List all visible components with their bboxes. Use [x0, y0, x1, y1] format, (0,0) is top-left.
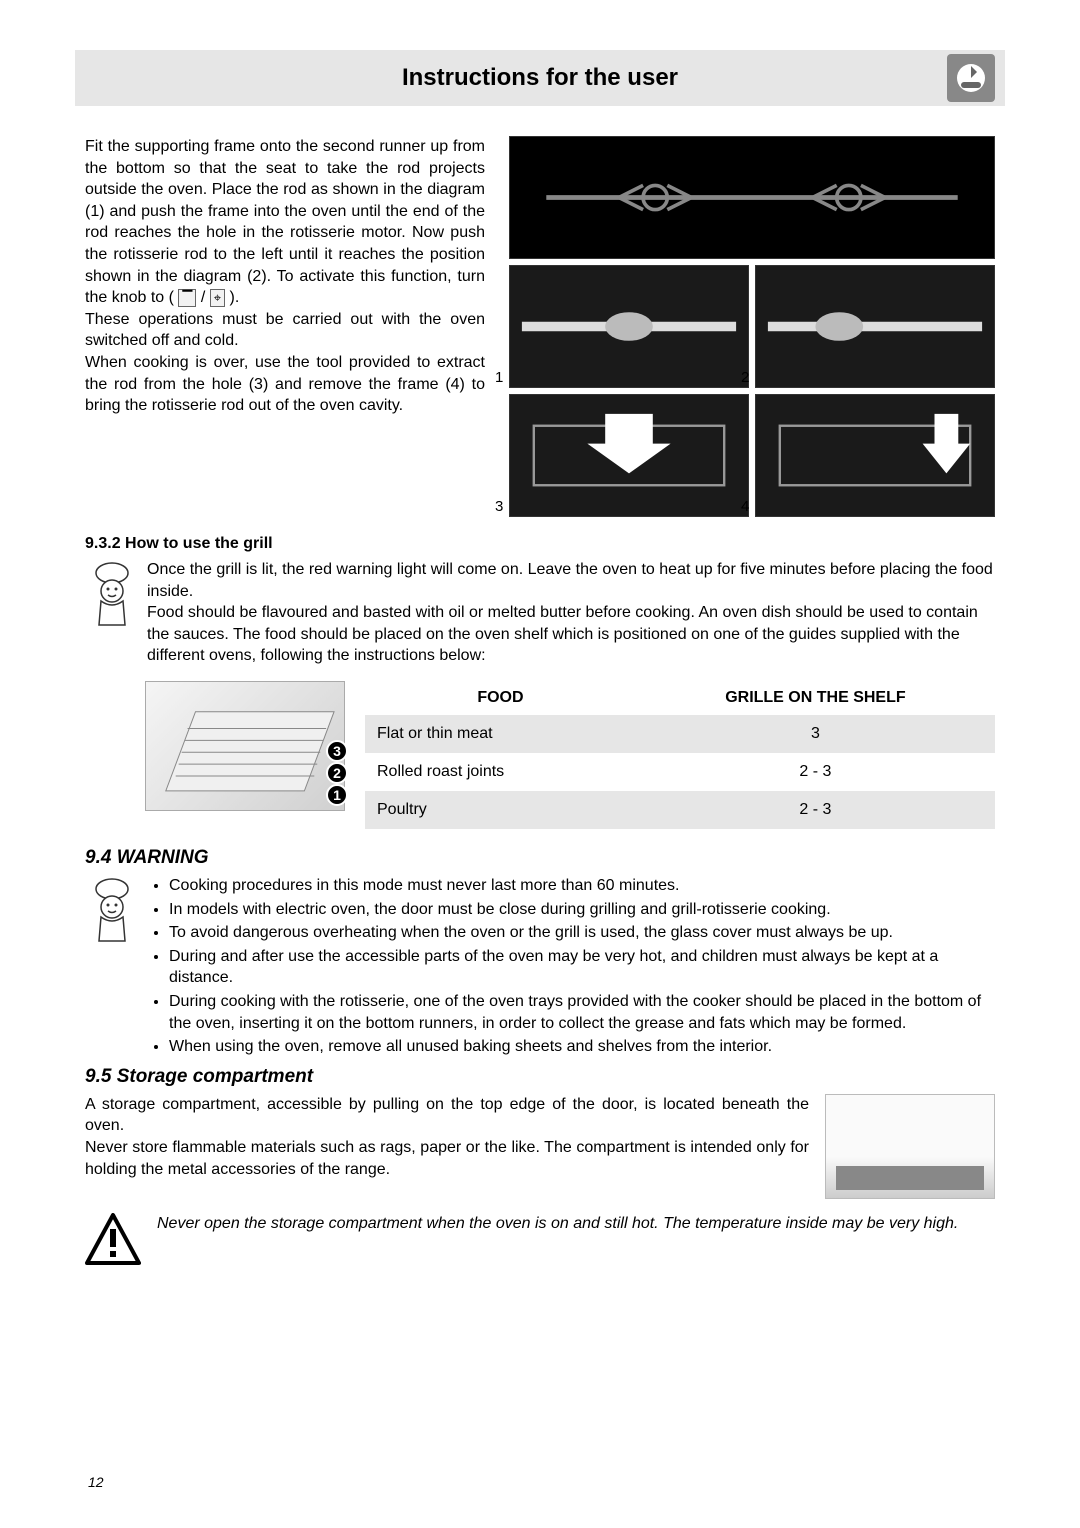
- warning-triangle-icon: [85, 1213, 141, 1265]
- figure-label-1: 1: [495, 369, 503, 386]
- table-cell: 2 - 3: [636, 791, 995, 829]
- figure-top: [509, 136, 995, 259]
- intro-para-3: When cooking is over, use the tool provi…: [85, 352, 485, 417]
- figure-label-4: 4: [741, 498, 749, 515]
- figure-label-3: 3: [495, 498, 503, 515]
- figure-2: [755, 265, 995, 388]
- brand-icon: [947, 54, 995, 102]
- intro-para-1a: Fit the supporting frame onto the second…: [85, 138, 485, 306]
- table-header-food: FOOD: [365, 681, 636, 715]
- figure-label-2: 2: [741, 369, 749, 386]
- page-title: Instructions for the user: [402, 64, 678, 92]
- intro-text: Fit the supporting frame onto the second…: [85, 136, 485, 517]
- storage-para-2: Never store flammable materials such as …: [85, 1137, 809, 1180]
- storage-illustration: [825, 1094, 995, 1199]
- warning-heading: 9.4 WARNING: [85, 847, 995, 869]
- figure-3: [509, 394, 749, 517]
- table-cell: Flat or thin meat: [365, 715, 636, 753]
- table-cell: 3: [636, 715, 995, 753]
- storage-heading: 9.5 Storage compartment: [85, 1066, 995, 1088]
- warning-list: Cooking procedures in this mode must nev…: [147, 875, 995, 1058]
- list-item: When using the oven, remove all unused b…: [169, 1036, 995, 1058]
- list-item: During cooking with the rotisserie, one …: [169, 991, 995, 1034]
- food-shelf-table: FOOD GRILLE ON THE SHELF Flat or thin me…: [365, 681, 995, 829]
- chef-icon: [85, 875, 139, 945]
- storage-text: A storage compartment, accessible by pul…: [85, 1094, 809, 1180]
- list-item: During and after use the accessible part…: [169, 946, 995, 989]
- storage-para-1: A storage compartment, accessible by pul…: [85, 1094, 809, 1137]
- grill-text: Once the grill is lit, the red warning l…: [147, 559, 995, 667]
- table-cell: Poultry: [365, 791, 636, 829]
- figure-1: [509, 265, 749, 388]
- knob-symbol-b: ⌖: [210, 289, 225, 307]
- shelf-number-1: 1: [326, 784, 348, 806]
- page-number: 12: [88, 1474, 104, 1490]
- shelf-number-3: 3: [326, 740, 348, 762]
- intro-para-1b: ).: [225, 289, 239, 306]
- caution-text: Never open the storage compartment when …: [157, 1213, 958, 1235]
- figure-4: [755, 394, 995, 517]
- knob-slash: /: [196, 289, 209, 306]
- table-row: Flat or thin meat 3: [365, 715, 995, 753]
- table-row: Rolled roast joints 2 - 3: [365, 753, 995, 791]
- shelf-illustration: 3 2 1: [145, 681, 345, 811]
- rotisserie-figure-grid: 1 2 3 4: [509, 136, 995, 517]
- shelf-number-2: 2: [326, 762, 348, 784]
- table-row: Poultry 2 - 3: [365, 791, 995, 829]
- list-item: To avoid dangerous overheating when the …: [169, 922, 995, 944]
- intro-para-2: These operations must be carried out wit…: [85, 309, 485, 352]
- table-header-shelf: GRILLE ON THE SHELF: [636, 681, 995, 715]
- list-item: In models with electric oven, the door m…: [169, 899, 995, 921]
- chef-icon: [85, 559, 139, 629]
- list-item: Cooking procedures in this mode must nev…: [169, 875, 995, 897]
- grill-para-1: Once the grill is lit, the red warning l…: [147, 559, 995, 602]
- grill-para-2: Food should be flavoured and basted with…: [147, 602, 995, 667]
- grill-subheading: 9.3.2 How to use the grill: [85, 535, 995, 553]
- table-cell: 2 - 3: [636, 753, 995, 791]
- page-header: Instructions for the user: [75, 50, 1005, 106]
- table-cell: Rolled roast joints: [365, 753, 636, 791]
- knob-symbol-a: ▔: [178, 289, 196, 307]
